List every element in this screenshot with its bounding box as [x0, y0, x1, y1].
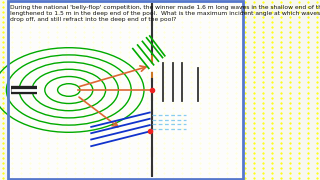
Text: During the national 'belly-flop' competition, the winner made 1.6 m long waves i: During the national 'belly-flop' competi…: [10, 5, 320, 22]
Bar: [8, 1, 243, 179]
Bar: [8, 1, 243, 179]
Text: ⛹: ⛹: [241, 5, 245, 12]
